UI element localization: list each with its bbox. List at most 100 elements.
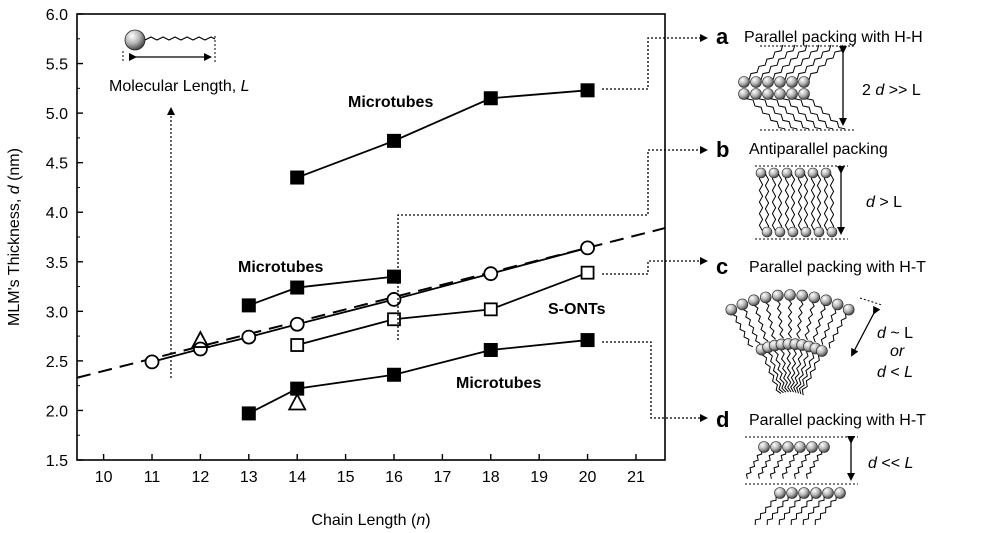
- series-open-circles: [144, 240, 595, 370]
- head: [806, 441, 818, 453]
- x-tick-label: 11: [144, 469, 161, 486]
- head: [794, 441, 806, 453]
- microtubes-bottom-point: [241, 406, 256, 421]
- head: [786, 487, 798, 499]
- tail: [745, 446, 765, 479]
- molecular-length-inset: Molecular Length, L: [109, 29, 250, 378]
- tail: [803, 93, 846, 130]
- tail: [803, 173, 809, 233]
- panel-a-letter: a: [716, 24, 729, 49]
- tail: [793, 446, 813, 479]
- tail: [730, 309, 754, 348]
- tail: [793, 344, 803, 393]
- tail: [764, 173, 770, 233]
- connector-d: [602, 341, 708, 422]
- s-onts-line: [296, 271, 588, 346]
- head: [758, 441, 770, 453]
- tail: [776, 295, 784, 339]
- microtubes-top-point: [580, 83, 595, 98]
- head: [786, 76, 798, 88]
- microtubes-top-point: [290, 170, 305, 185]
- microtubes-top-point: [386, 133, 401, 148]
- microtubes-top-line: [296, 89, 588, 179]
- inset-tail-chain: [144, 36, 216, 41]
- head: [782, 441, 794, 453]
- microtubes-bottom-point: [483, 342, 498, 357]
- panel-d-letter: d: [716, 407, 729, 432]
- tail: [767, 347, 784, 394]
- y-tick-label: 6.0: [46, 7, 68, 24]
- microtubes-middle-line: [248, 275, 395, 307]
- s-onts-point: [387, 312, 401, 327]
- head: [813, 226, 825, 238]
- tail: [805, 446, 825, 479]
- tail: [801, 350, 823, 396]
- tail: [767, 44, 808, 83]
- tail: [796, 295, 804, 339]
- x-tick-label: 15: [337, 469, 355, 486]
- panel-a-relation: 2 d >> L: [862, 82, 921, 99]
- head: [818, 441, 830, 453]
- head: [808, 291, 821, 304]
- x-tick-label: 13: [240, 469, 258, 486]
- x-tick-label: 19: [530, 469, 548, 486]
- head: [759, 291, 772, 304]
- tail: [812, 300, 827, 343]
- tail: [798, 348, 816, 395]
- panel-c-letter: c: [716, 254, 728, 279]
- plot-area: 10 11 12 13 14 15 16 17 18 19 20 21 1.5 2.0 2.5 3.0 3.5…: [6, 7, 708, 529]
- tail: [771, 172, 777, 232]
- panel-d-title: Parallel packing with H-T: [749, 412, 926, 429]
- label-s-onts: S-ONTs: [548, 301, 606, 318]
- head: [748, 294, 760, 307]
- head: [736, 298, 749, 311]
- head: [772, 289, 784, 302]
- tail: [790, 173, 796, 233]
- y-tick-label: 4.5: [46, 156, 68, 173]
- open-circles-point: [483, 266, 499, 282]
- tail: [754, 492, 781, 526]
- s-onts-point: [483, 302, 498, 317]
- y-tick-labels: 1.5 2.0 2.5 3.0 3.5 4.0 4.5 5.0 5.5 6.0: [46, 7, 68, 470]
- panel-b-relation: d > L: [866, 194, 902, 211]
- tail: [743, 93, 786, 130]
- tail: [797, 172, 803, 232]
- head: [794, 167, 806, 179]
- head: [774, 226, 786, 238]
- tail: [781, 446, 801, 479]
- y-tick-label: 4.0: [46, 205, 68, 222]
- tail: [802, 492, 829, 526]
- tail: [778, 492, 805, 526]
- tail: [757, 446, 777, 479]
- tail: [804, 297, 815, 341]
- head: [738, 88, 750, 100]
- tail: [769, 446, 789, 479]
- head: [798, 487, 810, 499]
- tail: [791, 44, 832, 83]
- microtubes-bottom-point: [290, 381, 305, 396]
- y-tick-label: 3.5: [46, 255, 68, 272]
- series-open-triangles: [190, 330, 307, 411]
- panel-d-molecules: [745, 441, 846, 526]
- series-layer: [144, 83, 595, 421]
- panel-c-edge-dots: [859, 297, 883, 306]
- panel-b-title: Antiparallel packing: [749, 141, 888, 158]
- head: [774, 487, 786, 499]
- head: [820, 167, 832, 179]
- panel-c: c Parallel packing with H-T d ~ L or d <…: [716, 254, 926, 396]
- panel-c-thickness-arrow: [851, 305, 881, 357]
- label-microtubes-middle: Microtubes: [238, 259, 323, 276]
- tail: [773, 345, 787, 393]
- x-axis-title: Chain Length (n): [311, 512, 430, 529]
- head: [786, 88, 798, 100]
- head: [796, 289, 808, 302]
- plot-frame: [76, 13, 666, 461]
- tail: [755, 93, 798, 130]
- panel-b-molecules: [755, 167, 838, 238]
- tail: [823, 172, 829, 232]
- open-circles-point: [193, 341, 208, 357]
- y-axis-title: MLM's Thickness, d (nm): [6, 148, 23, 326]
- head: [768, 167, 780, 179]
- head: [725, 303, 738, 316]
